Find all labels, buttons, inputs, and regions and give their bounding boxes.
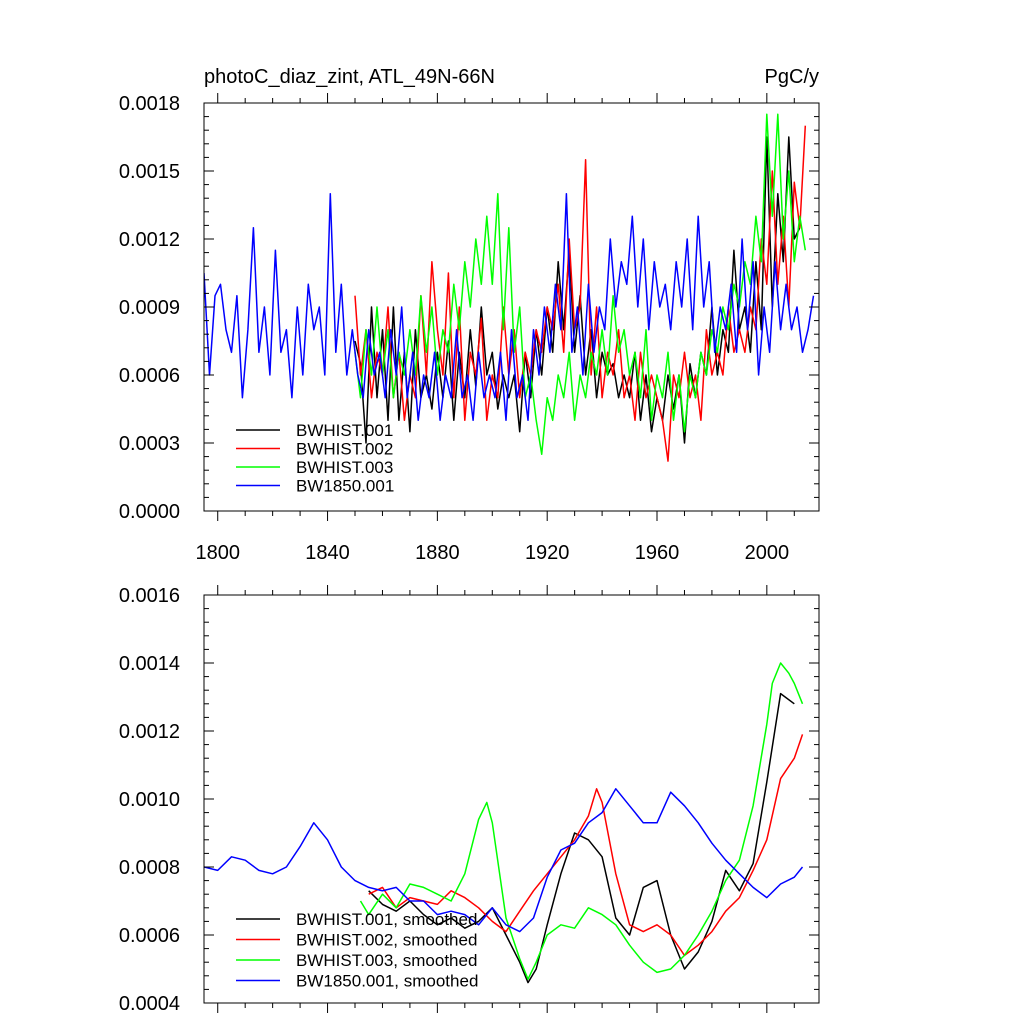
chart-units-label: PgC/y — [765, 66, 819, 88]
series-line-bw1850-001-smoothed — [204, 788, 804, 933]
chart-title-left: photoC_diaz_zint, ATL_49N-66N — [204, 66, 495, 88]
y-tick-label: 0.0015 — [119, 161, 180, 183]
legend-label: BWHIST.001 — [296, 421, 393, 440]
x-tick-label: 1840 — [305, 542, 350, 564]
legend-label: BWHIST.003 — [296, 458, 393, 477]
legend-label: BWHIST.002 — [296, 440, 393, 459]
y-tick-label: 0.0008 — [119, 857, 180, 879]
y-tick-label: 0.0006 — [119, 365, 180, 387]
y-tick-label: 0.0009 — [119, 297, 180, 319]
x-tick-label: 1880 — [415, 542, 460, 564]
legend-label: BWHIST.001, smoothed — [296, 910, 477, 929]
series-line-bwhist-001-smoothed — [368, 692, 795, 984]
y-tick-label: 0.0006 — [119, 925, 180, 947]
x-tick-label: 1960 — [635, 542, 680, 564]
legend-label: BWHIST.002, smoothed — [296, 931, 477, 950]
series-line-bwhist-002 — [354, 125, 807, 462]
series-line-bwhist-003 — [354, 113, 807, 456]
legend-label: BWHIST.003, smoothed — [296, 951, 477, 970]
chart-top: photoC_diaz_zint, ATL_49N-66N PgC/y 0.00… — [119, 66, 820, 564]
legend-label: BW1850.001 — [296, 477, 394, 496]
x-tick-label: 2000 — [745, 542, 790, 564]
chart-bottom: 0.0004 0.0006 0.0008 0.0010 0.0012 0.0014 0.00… — [119, 585, 820, 1015]
legend-label: BW1850.001, smoothed — [296, 972, 478, 991]
y-tick-label: 0.0012 — [119, 721, 180, 743]
series-line-bw1850-001 — [204, 192, 815, 422]
series-line-bwhist-003-smoothed — [359, 662, 804, 980]
y-tick-label: 0.0014 — [119, 653, 180, 675]
x-tick-label: 1920 — [525, 542, 570, 564]
y-tick-label: 0.0012 — [119, 229, 180, 251]
y-tick-label: 0.0003 — [119, 433, 180, 455]
y-tick-label: 0.0010 — [119, 789, 180, 811]
y-tick-label: 0.0018 — [119, 93, 180, 115]
y-tick-label: 0.0016 — [119, 585, 180, 607]
y-tick-label: 0.0000 — [119, 501, 180, 523]
y-tick-label: 0.0004 — [119, 993, 180, 1015]
x-tick-label: 1800 — [195, 542, 240, 564]
